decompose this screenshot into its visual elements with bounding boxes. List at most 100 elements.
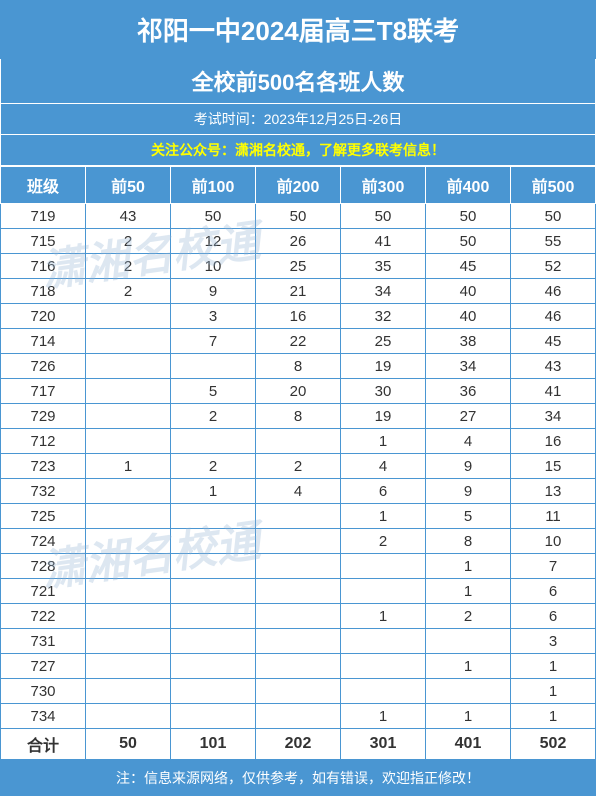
table-cell: 732 xyxy=(1,479,86,504)
table-cell: 50 xyxy=(256,204,341,229)
table-cell: 25 xyxy=(341,329,426,354)
table-cell xyxy=(341,679,426,704)
table-cell xyxy=(171,579,256,604)
table-cell xyxy=(256,554,341,579)
table-cell: 40 xyxy=(426,279,511,304)
table-cell: 43 xyxy=(86,204,171,229)
table-cell xyxy=(341,554,426,579)
table-cell: 46 xyxy=(511,279,596,304)
table-cell: 1 xyxy=(341,504,426,529)
table-row: 7301 xyxy=(1,679,596,704)
table-cell: 714 xyxy=(1,329,86,354)
table-total-cell: 202 xyxy=(256,729,341,760)
table-cell: 7 xyxy=(511,554,596,579)
table-cell xyxy=(86,704,171,729)
table-cell xyxy=(86,329,171,354)
table-cell: 2 xyxy=(341,529,426,554)
table-row: 7251511 xyxy=(1,504,596,529)
table-body: 7194350505050507152122641505571621025354… xyxy=(1,204,596,760)
table-cell xyxy=(341,629,426,654)
table-cell: 723 xyxy=(1,454,86,479)
column-header: 前400 xyxy=(426,167,511,204)
table-header-row: 班级前50前100前200前300前400前500 xyxy=(1,167,596,204)
table-cell: 5 xyxy=(171,379,256,404)
table-row: 7242810 xyxy=(1,529,596,554)
table-cell: 2 xyxy=(86,254,171,279)
header-title: 祁阳一中2024届高三T8联考 xyxy=(0,0,596,59)
table-cell: 16 xyxy=(511,429,596,454)
table-row: 71521226415055 xyxy=(1,229,596,254)
table-cell: 20 xyxy=(256,379,341,404)
table-cell: 38 xyxy=(426,329,511,354)
table-cell: 729 xyxy=(1,404,86,429)
table-cell: 46 xyxy=(511,304,596,329)
table-cell xyxy=(86,354,171,379)
table-cell xyxy=(86,654,171,679)
table-cell xyxy=(256,679,341,704)
table-cell xyxy=(426,629,511,654)
table-cell xyxy=(171,554,256,579)
table-cell xyxy=(171,654,256,679)
table-cell xyxy=(256,704,341,729)
table-cell: 22 xyxy=(256,329,341,354)
table-cell: 1 xyxy=(86,454,171,479)
table-cell: 19 xyxy=(341,404,426,429)
table-row: 722126 xyxy=(1,604,596,629)
table-cell: 715 xyxy=(1,229,86,254)
table-cell: 13 xyxy=(511,479,596,504)
column-header: 前500 xyxy=(511,167,596,204)
table-cell: 50 xyxy=(171,204,256,229)
table-cell: 2 xyxy=(171,404,256,429)
table-cell: 10 xyxy=(171,254,256,279)
table-cell xyxy=(86,504,171,529)
table-cell: 19 xyxy=(341,354,426,379)
table-cell: 718 xyxy=(1,279,86,304)
table-cell: 50 xyxy=(511,204,596,229)
table-cell: 9 xyxy=(171,279,256,304)
table-row: 7182921344046 xyxy=(1,279,596,304)
table-cell: 725 xyxy=(1,504,86,529)
column-header: 前100 xyxy=(171,167,256,204)
table-cell: 3 xyxy=(511,629,596,654)
table-total-cell: 合计 xyxy=(1,729,86,760)
table-cell: 1 xyxy=(426,554,511,579)
table-cell: 719 xyxy=(1,204,86,229)
header-notice: 关注公众号：潇湘名校通，了解更多联考信息！ xyxy=(0,135,596,166)
header-date: 考试时间：2023年12月25日-26日 xyxy=(0,104,596,135)
table-row: 72928192734 xyxy=(1,404,596,429)
column-header: 前300 xyxy=(341,167,426,204)
table-cell xyxy=(171,504,256,529)
table-cell: 1 xyxy=(341,704,426,729)
table-row: 7121416 xyxy=(1,429,596,454)
column-header: 班级 xyxy=(1,167,86,204)
table-cell: 6 xyxy=(341,479,426,504)
table-cell xyxy=(426,679,511,704)
table-cell: 45 xyxy=(426,254,511,279)
table-cell xyxy=(256,629,341,654)
table-cell: 4 xyxy=(341,454,426,479)
table-cell: 8 xyxy=(256,354,341,379)
header-subtitle: 全校前500名各班人数 xyxy=(0,59,596,104)
table-cell: 3 xyxy=(171,304,256,329)
table-cell xyxy=(86,604,171,629)
table-cell: 1 xyxy=(171,479,256,504)
table-cell: 2 xyxy=(171,454,256,479)
table-cell xyxy=(341,654,426,679)
table-cell: 8 xyxy=(256,404,341,429)
table-cell: 734 xyxy=(1,704,86,729)
table-cell: 50 xyxy=(426,229,511,254)
table-total-cell: 301 xyxy=(341,729,426,760)
table-row: 714722253845 xyxy=(1,329,596,354)
footer-note: 注：信息来源网络，仅供参考，如有错误，欢迎指正修改！ xyxy=(0,760,596,796)
table-cell xyxy=(86,479,171,504)
table-cell: 50 xyxy=(341,204,426,229)
table-row: 71621025354552 xyxy=(1,254,596,279)
table-cell: 716 xyxy=(1,254,86,279)
table-cell: 34 xyxy=(511,404,596,429)
table-cell: 10 xyxy=(511,529,596,554)
table-cell: 32 xyxy=(341,304,426,329)
table-cell xyxy=(171,704,256,729)
table-cell xyxy=(86,529,171,554)
table-cell: 1 xyxy=(341,604,426,629)
table-cell xyxy=(256,654,341,679)
